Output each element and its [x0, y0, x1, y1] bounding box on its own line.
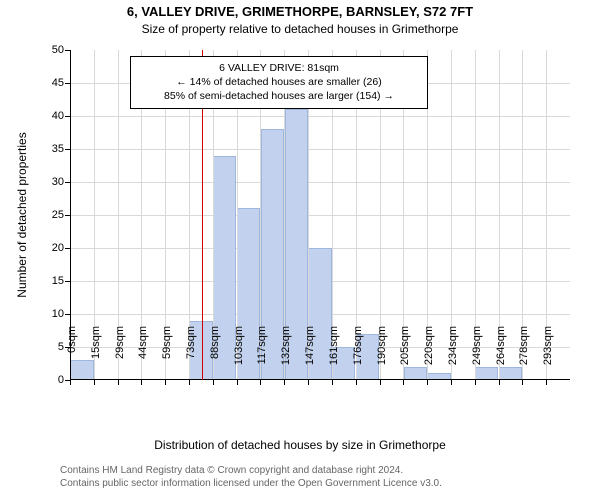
- address-title: 6, VALLEY DRIVE, GRIMETHORPE, BARNSLEY, …: [0, 4, 600, 19]
- y-tick-label: 45: [52, 77, 70, 89]
- chart-subtitle: Size of property relative to detached ho…: [0, 22, 600, 36]
- footer-line-2: Contains public sector information licen…: [60, 477, 442, 490]
- y-tick-label: 20: [52, 242, 70, 254]
- x-tick-label: 117sqm: [256, 326, 268, 386]
- y-tick-label: 30: [52, 176, 70, 188]
- x-tick-label: 176sqm: [352, 326, 364, 386]
- x-tick-label: 59sqm: [161, 326, 173, 386]
- grid-line: [70, 116, 570, 117]
- x-axis-label-text: Distribution of detached houses by size …: [154, 438, 446, 452]
- address-text: 6, VALLEY DRIVE, GRIMETHORPE, BARNSLEY, …: [127, 4, 473, 19]
- y-tick-label: 15: [52, 275, 70, 287]
- x-tick-label: 0sqm: [66, 326, 78, 386]
- grid-line: [70, 215, 570, 216]
- x-tick-label: 190sqm: [376, 326, 388, 386]
- y-tick-label: 10: [52, 308, 70, 320]
- footer-line-1: Contains HM Land Registry data © Crown c…: [60, 464, 442, 477]
- x-tick-label: 15sqm: [90, 326, 102, 386]
- y-axis-label: Number of detached properties: [15, 132, 29, 297]
- y-axis-label-text: Number of detached properties: [15, 132, 29, 297]
- axis-line: [70, 379, 570, 380]
- y-tick-label: 40: [52, 110, 70, 122]
- attribution-footer: Contains HM Land Registry data © Crown c…: [60, 464, 442, 490]
- y-tick-label: 25: [52, 209, 70, 221]
- x-tick-label: 88sqm: [209, 326, 221, 386]
- x-tick-label: 278sqm: [518, 326, 530, 386]
- x-axis-label: Distribution of detached houses by size …: [0, 438, 600, 452]
- subtitle-text: Size of property relative to detached ho…: [142, 22, 459, 36]
- y-tick-label: 50: [52, 44, 70, 56]
- axis-line: [70, 50, 71, 380]
- callout-line-1: 6 VALLEY DRIVE: 81sqm: [139, 61, 419, 75]
- x-tick-label: 293sqm: [542, 326, 554, 386]
- x-tick-label: 161sqm: [328, 326, 340, 386]
- grid-line: [70, 149, 570, 150]
- x-tick-label: 205sqm: [399, 326, 411, 386]
- x-tick-label: 103sqm: [233, 326, 245, 386]
- x-tick-label: 132sqm: [280, 326, 292, 386]
- chart-container: 6, VALLEY DRIVE, GRIMETHORPE, BARNSLEY, …: [0, 0, 600, 500]
- callout-box: 6 VALLEY DRIVE: 81sqm← 14% of detached h…: [130, 56, 428, 109]
- grid-line: [70, 182, 570, 183]
- x-tick-label: 234sqm: [447, 326, 459, 386]
- x-tick-label: 73sqm: [185, 326, 197, 386]
- x-tick-label: 220sqm: [423, 326, 435, 386]
- x-tick-label: 264sqm: [495, 326, 507, 386]
- callout-line-2: ← 14% of detached houses are smaller (26…: [139, 75, 419, 89]
- callout-line-3: 85% of semi-detached houses are larger (…: [139, 89, 419, 103]
- x-tick-label: 29sqm: [114, 326, 126, 386]
- x-tick-label: 44sqm: [137, 326, 149, 386]
- y-tick-label: 35: [52, 143, 70, 155]
- x-tick-label: 147sqm: [304, 326, 316, 386]
- x-tick-label: 249sqm: [471, 326, 483, 386]
- plot-area: 051015202530354045500sqm15sqm29sqm44sqm5…: [70, 50, 570, 380]
